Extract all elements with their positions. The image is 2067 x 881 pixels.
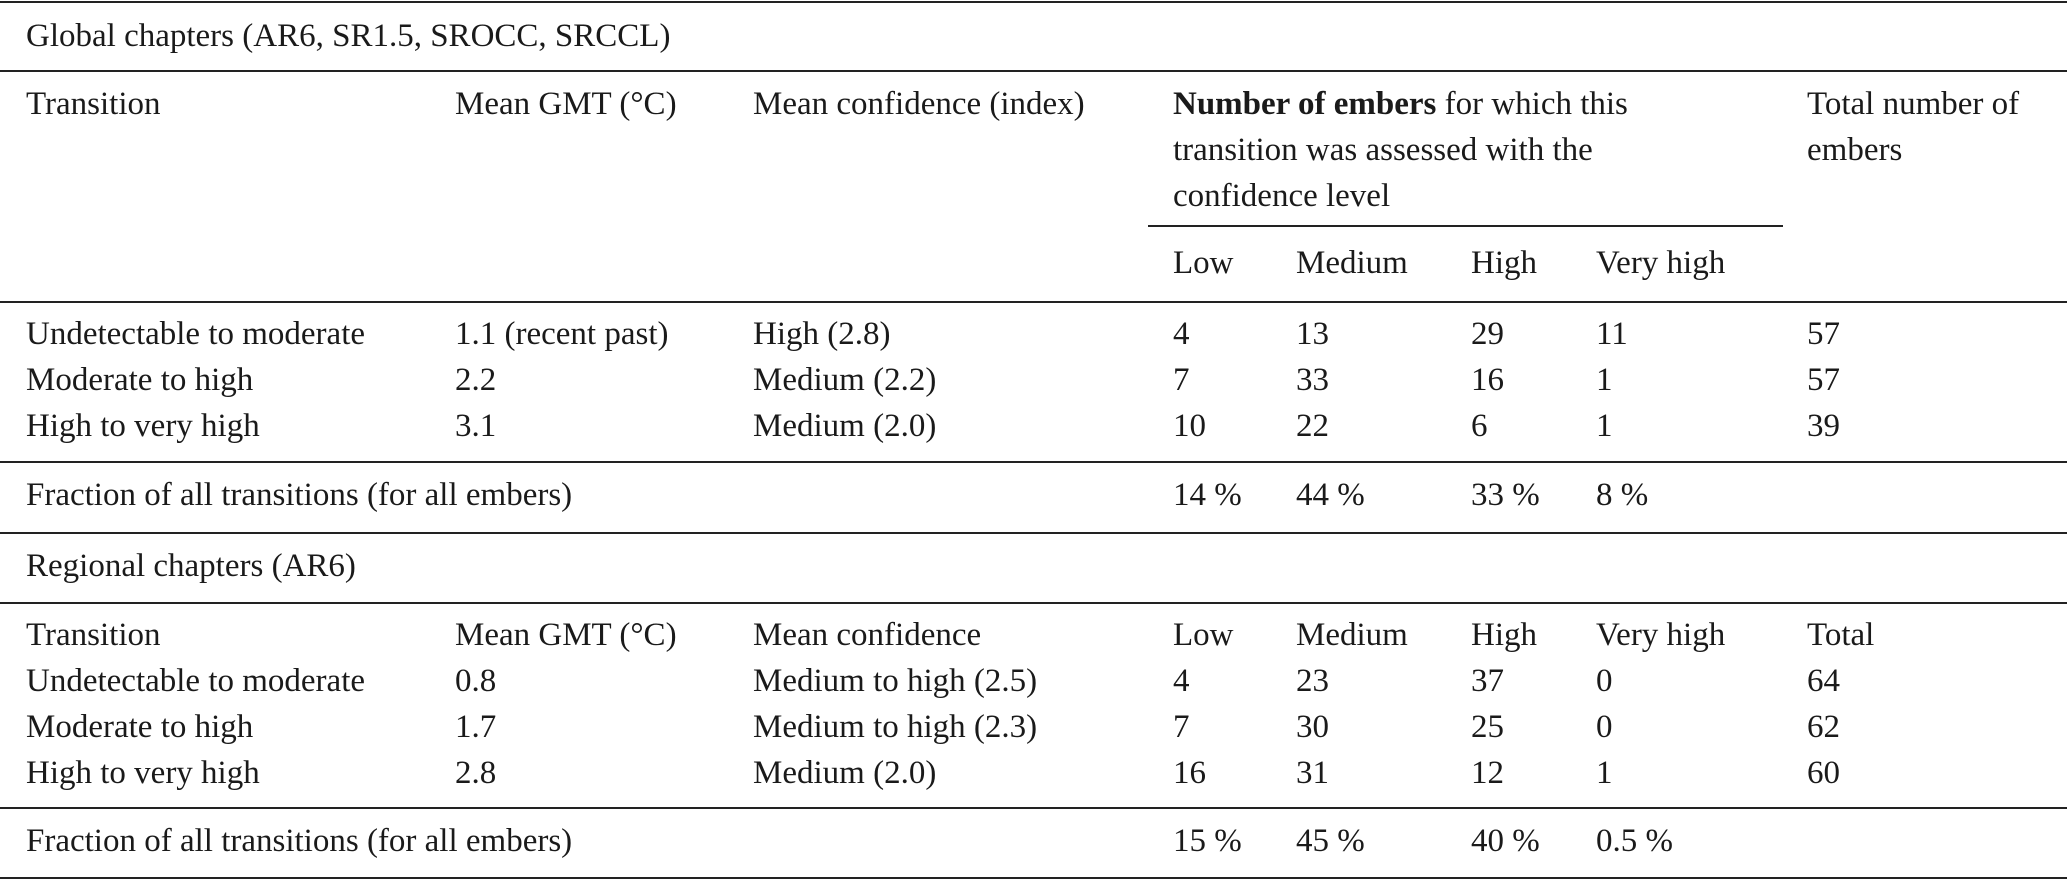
fraction-medium: 45 %: [1296, 823, 1365, 859]
header-transition: Transition: [26, 86, 161, 122]
cell-high: 37: [1471, 663, 1504, 699]
cell-total: 60: [1807, 755, 1840, 791]
cell-confidence: Medium (2.0): [753, 408, 937, 444]
fraction-label: Fraction of all transitions (for all emb…: [26, 823, 573, 859]
fraction-very-high: 0.5 %: [1596, 823, 1673, 859]
header-number-line2: transition was assessed with the: [1173, 132, 1593, 168]
fraction-high: 33 %: [1471, 477, 1540, 513]
header-very-high: Very high: [1596, 245, 1726, 281]
header-total-line1: Total number of: [1807, 86, 2020, 122]
cell-total: 62: [1807, 709, 1840, 745]
header-total-line2: embers: [1807, 132, 1903, 168]
cell-very-high: 11: [1596, 316, 1628, 352]
cell-gmt: 1.7: [455, 709, 497, 745]
cell-total: 39: [1807, 408, 1840, 444]
fraction-medium: 44 %: [1296, 477, 1365, 513]
cell-transition: Moderate to high: [26, 709, 254, 745]
global-bottom-rule: [0, 532, 2067, 534]
cell-high: 25: [1471, 709, 1504, 745]
regional-title-rule: [0, 602, 2067, 604]
header-number-line3: confidence level: [1173, 178, 1391, 214]
header-very-high: Very high: [1596, 617, 1726, 653]
header-mean-gmt: Mean GMT (°C): [455, 617, 677, 653]
cell-confidence: Medium (2.2): [753, 362, 937, 398]
cell-confidence: Medium to high (2.5): [753, 663, 1038, 699]
header-high: High: [1471, 617, 1537, 653]
header-mean-confidence: Mean confidence (index): [753, 86, 1085, 122]
bottom-rule: [0, 877, 2067, 879]
global-title-rule: [0, 70, 2067, 72]
cell-transition: Undetectable to moderate: [26, 663, 366, 699]
cell-medium: 13: [1296, 316, 1329, 352]
header-low: Low: [1173, 617, 1234, 653]
global-header-rule: [0, 301, 2067, 303]
cell-medium: 30: [1296, 709, 1329, 745]
fraction-label: Fraction of all transitions (for all emb…: [26, 477, 573, 513]
cell-low: 7: [1173, 362, 1190, 398]
cell-low: 10: [1173, 408, 1206, 444]
cell-transition: High to very high: [26, 755, 260, 791]
cell-total: 64: [1807, 663, 1840, 699]
cell-gmt: 2.8: [455, 755, 497, 791]
cell-very-high: 0: [1596, 663, 1613, 699]
cell-very-high: 1: [1596, 362, 1613, 398]
header-medium: Medium: [1296, 245, 1408, 281]
header-transition: Transition: [26, 617, 161, 653]
cell-confidence: High (2.8): [753, 316, 891, 352]
cell-medium: 23: [1296, 663, 1329, 699]
cell-confidence: Medium (2.0): [753, 755, 937, 791]
cell-high: 29: [1471, 316, 1504, 352]
cell-high: 12: [1471, 755, 1504, 791]
cell-medium: 31: [1296, 755, 1329, 791]
cell-very-high: 0: [1596, 709, 1613, 745]
cell-medium: 22: [1296, 408, 1329, 444]
fraction-very-high: 8 %: [1596, 477, 1649, 513]
cell-very-high: 1: [1596, 755, 1613, 791]
global-fraction-rule: [0, 461, 2067, 463]
header-number-of-embers: Number of embers for which this: [1173, 86, 1628, 122]
cell-high: 6: [1471, 408, 1488, 444]
header-high: High: [1471, 245, 1537, 281]
cell-very-high: 1: [1596, 408, 1613, 444]
regional-fraction-rule: [0, 807, 2067, 809]
cell-total: 57: [1807, 362, 1840, 398]
cell-low: 4: [1173, 663, 1190, 699]
header-total: Total: [1807, 617, 1875, 653]
cell-confidence: Medium to high (2.3): [753, 709, 1038, 745]
cell-gmt: 1.1 (recent past): [455, 316, 669, 352]
header-low: Low: [1173, 245, 1234, 281]
cell-gmt: 2.2: [455, 362, 497, 398]
regional-section-title: Regional chapters (AR6): [26, 548, 356, 584]
cell-low: 4: [1173, 316, 1190, 352]
cell-transition: Moderate to high: [26, 362, 254, 398]
cell-gmt: 0.8: [455, 663, 497, 699]
cell-medium: 33: [1296, 362, 1329, 398]
fraction-high: 40 %: [1471, 823, 1540, 859]
cell-low: 16: [1173, 755, 1206, 791]
cell-transition: High to very high: [26, 408, 260, 444]
subheader-rule: [1148, 225, 1783, 227]
top-rule: [0, 1, 2067, 3]
fraction-low: 14 %: [1173, 477, 1242, 513]
header-mean-confidence: Mean confidence: [753, 617, 982, 653]
cell-low: 7: [1173, 709, 1190, 745]
cell-gmt: 3.1: [455, 408, 497, 444]
cell-transition: Undetectable to moderate: [26, 316, 366, 352]
header-medium: Medium: [1296, 617, 1408, 653]
global-section-title: Global chapters (AR6, SR1.5, SROCC, SRCC…: [26, 18, 671, 54]
cell-high: 16: [1471, 362, 1504, 398]
header-mean-gmt: Mean GMT (°C): [455, 86, 677, 122]
cell-total: 57: [1807, 316, 1840, 352]
fraction-low: 15 %: [1173, 823, 1242, 859]
